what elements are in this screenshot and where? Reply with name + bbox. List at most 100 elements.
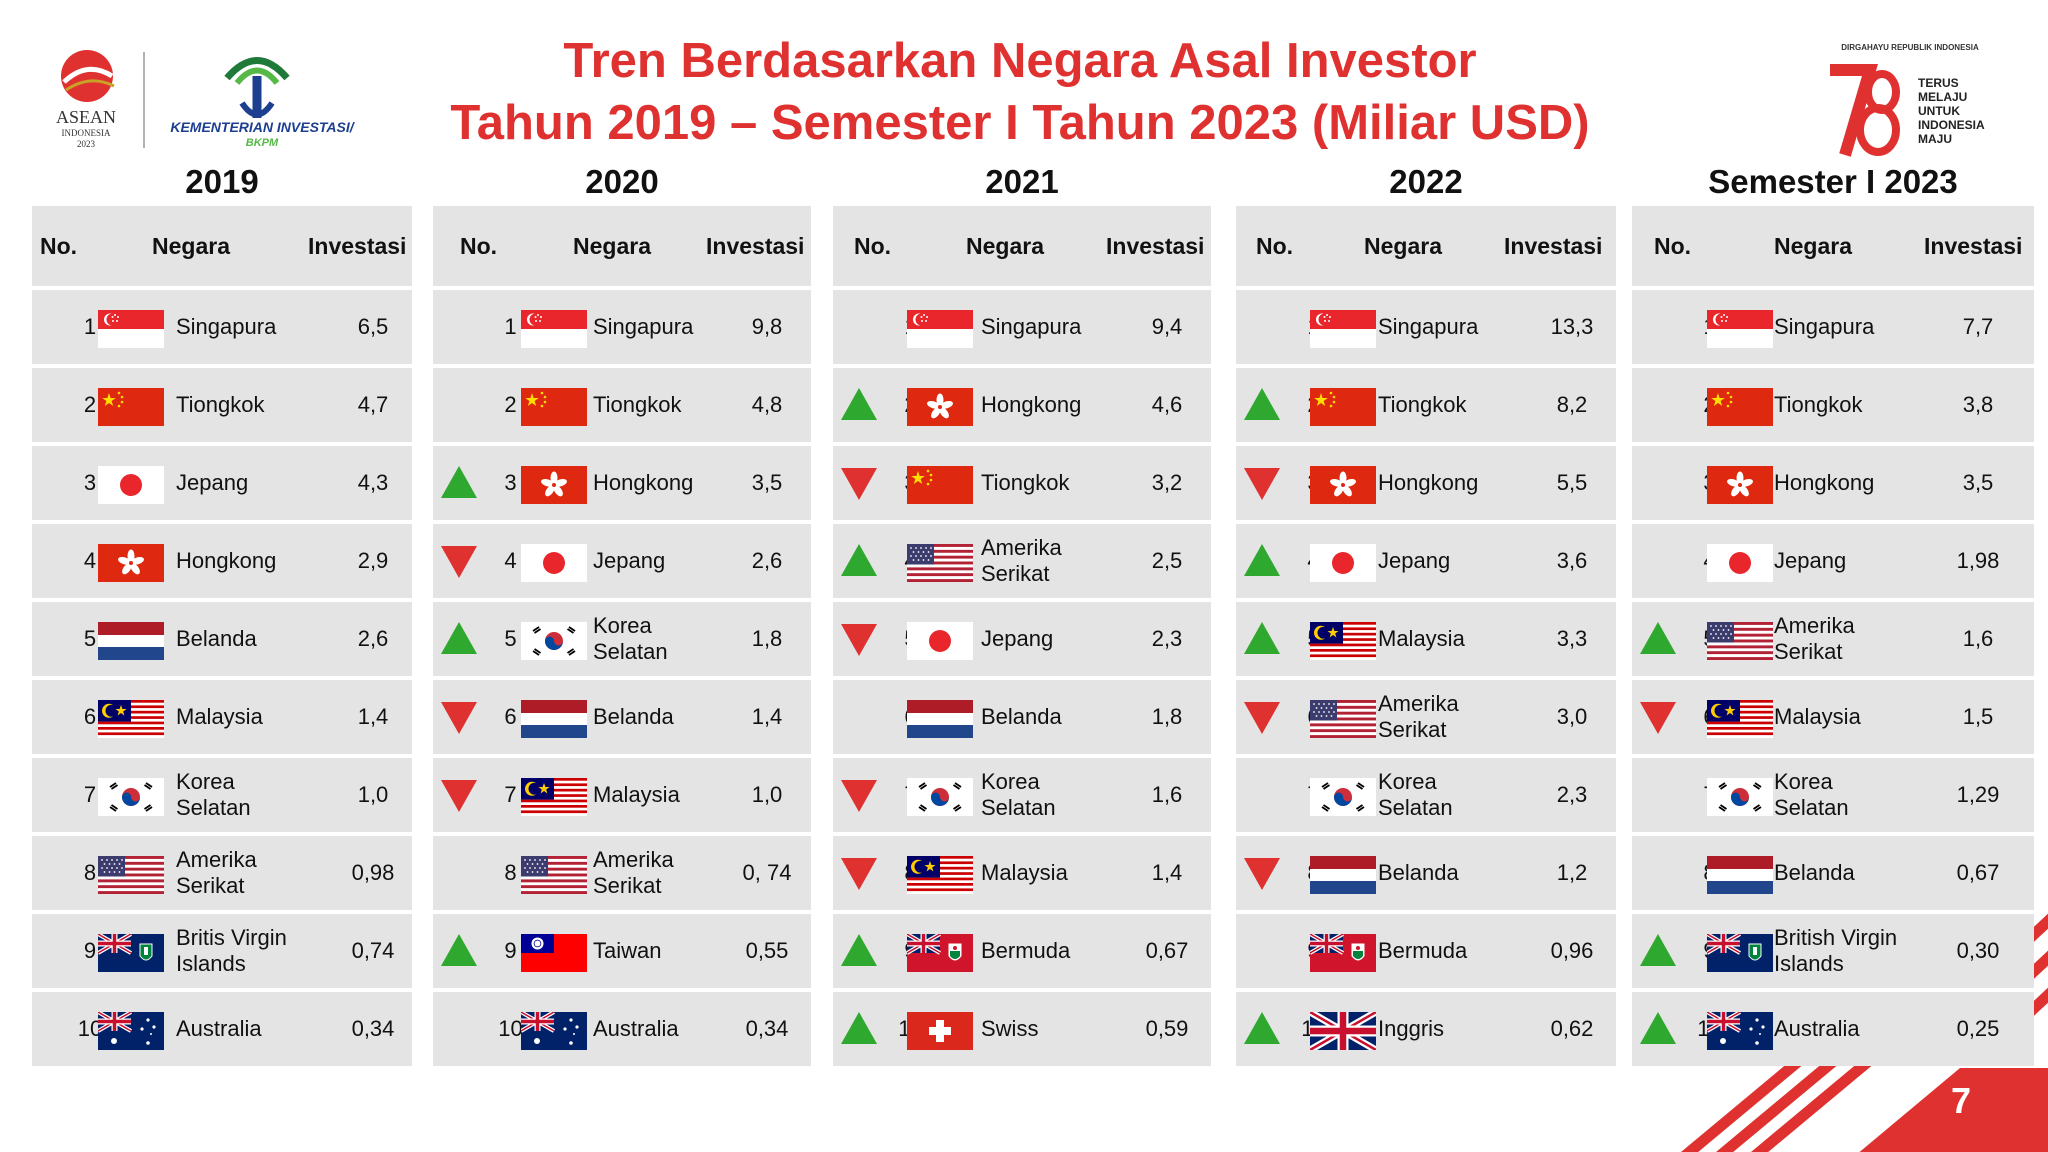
flag-singapore-icon xyxy=(98,310,164,348)
investment-value: 1,5 xyxy=(1962,704,1994,729)
table-row: 5 Belanda 2,6 xyxy=(32,602,412,676)
investment-value: 0,55 xyxy=(745,938,789,963)
table-row: 1 Singapura 7,7 xyxy=(1632,290,2034,364)
flag-china-icon xyxy=(98,388,164,426)
country-name-line: Korea xyxy=(981,769,1040,794)
rank-number: 6 xyxy=(504,704,517,729)
country-name-line: Jepang xyxy=(1378,548,1451,573)
table-row: 2 Tiongkok 4,7 xyxy=(32,368,412,442)
country-name-line: Hongkong xyxy=(981,392,1082,417)
country-name: Belanda xyxy=(1774,836,1855,910)
rank-down-triangle-icon xyxy=(1244,468,1280,500)
rank-number: 2 xyxy=(504,392,517,417)
country-name: Malaysia xyxy=(1774,680,1861,754)
flag-netherlands-icon xyxy=(907,700,973,738)
rank-number: 9 xyxy=(83,938,97,963)
country-name-line: Selatan xyxy=(1378,795,1453,820)
table-row: 2 Hongkong 4,6 xyxy=(833,368,1211,442)
table-row: 8 Belanda 1,2 xyxy=(1236,836,1616,910)
table-row: 4 Jepang 3,6 xyxy=(1236,524,1616,598)
rank-down-triangle-icon xyxy=(1244,858,1280,890)
table-row: 3 Hongkong 3,5 xyxy=(433,446,811,520)
rank-number: 5 xyxy=(83,626,97,651)
country-name-line: Serikat xyxy=(176,873,245,898)
country-name-line: Singapura xyxy=(176,314,277,339)
rank-number: 5 xyxy=(504,626,517,651)
country-name: Amerika Serikat xyxy=(1774,602,1855,676)
investment-value: 3,0 xyxy=(1556,704,1588,729)
header-negara: Negara xyxy=(1364,233,1442,259)
panel-year: Semester I 2023 xyxy=(1708,163,1958,200)
flag-usa-icon xyxy=(98,856,164,895)
table-row: 5 Korea Selatan 1,8 xyxy=(433,602,811,676)
investment-value: 3,5 xyxy=(751,470,783,495)
country-name-line: Belanda xyxy=(1378,860,1459,885)
rank-up-triangle-icon xyxy=(1640,934,1676,966)
country-name-line: Amerika xyxy=(1378,691,1459,716)
flag-netherlands-icon xyxy=(98,622,164,660)
investment-value: 0,96 xyxy=(1550,938,1594,963)
country-name: Amerika Serikat xyxy=(593,836,674,910)
header-investasi: Investasi xyxy=(1504,233,1603,259)
rank-down-triangle-icon xyxy=(441,702,477,734)
flag-hongkong-icon xyxy=(98,544,164,582)
investment-value: 0,67 xyxy=(1956,860,2000,885)
flag-korea-icon xyxy=(1707,778,1773,816)
header-investasi: Investasi xyxy=(706,233,805,259)
country-name: Singapura xyxy=(593,290,693,364)
flag-japan-icon xyxy=(1707,544,1773,582)
country-name-line: Singapura xyxy=(1774,314,1875,339)
hut-ri-78-logo: DIRGAHAYU REPUBLIK INDONESIA TERUS MELAJ… xyxy=(1820,40,2020,170)
country-name: Swiss xyxy=(981,992,1038,1066)
flag-usa-icon xyxy=(1707,622,1773,661)
header-investasi: Investasi xyxy=(1924,233,2023,259)
investment-value: 0, 74 xyxy=(742,860,792,885)
table-row: 7 Malaysia 1,0 xyxy=(433,758,811,832)
header-investasi: Investasi xyxy=(1106,233,1205,259)
country-name-line: Belanda xyxy=(1774,860,1855,885)
country-name-line: Korea xyxy=(593,613,652,638)
country-name-line: Selatan xyxy=(176,795,251,820)
investment-value: 0,34 xyxy=(351,1016,395,1041)
country-name: Belanda xyxy=(176,602,257,676)
country-name-line: Amerika xyxy=(981,535,1062,560)
flag-malaysia-icon xyxy=(98,700,164,738)
table-row: 1 Singapura 6,5 xyxy=(32,290,412,364)
rank-down-triangle-icon xyxy=(841,780,877,812)
rank-up-triangle-icon xyxy=(1640,1012,1676,1044)
rank-number: 1 xyxy=(83,314,97,339)
investment-value: 0,74 xyxy=(351,938,395,963)
country-name-line: Belanda xyxy=(593,704,674,729)
flag-australia-icon xyxy=(1706,1010,1773,1050)
flag-china-icon xyxy=(1310,388,1376,426)
asean-sub: INDONESIA xyxy=(62,128,111,138)
table-row: 10 Inggris 0,62 xyxy=(1236,992,1616,1066)
country-name-line: Malaysia xyxy=(593,782,680,807)
hut-text-3: UNTUK xyxy=(1918,104,1960,118)
country-name: Jepang xyxy=(593,524,665,598)
flag-malaysia-icon xyxy=(907,856,973,894)
country-name: Korea Selatan xyxy=(176,758,251,832)
investment-value: 1,6 xyxy=(1151,782,1183,807)
country-name-line: Hongkong xyxy=(1378,470,1479,495)
asean-label: ASEAN xyxy=(56,107,116,127)
country-name: Malaysia xyxy=(593,758,680,832)
rank-number: 6 xyxy=(83,704,97,729)
investment-value: 0,62 xyxy=(1550,1016,1594,1041)
investment-value: 4,7 xyxy=(357,392,389,417)
country-name: Bermuda xyxy=(981,914,1070,988)
logo-group-left: ASEAN INDONESIA 2023 KEMENTERIAN INVESTA… xyxy=(52,48,362,153)
country-name: Jepang xyxy=(176,446,248,520)
country-name: Amerika Serikat xyxy=(176,836,257,910)
country-name: Malaysia xyxy=(176,680,263,754)
country-name-line: Bermuda xyxy=(1378,938,1468,963)
flag-malaysia-icon xyxy=(1310,622,1376,660)
country-name: Singapura xyxy=(1378,290,1478,364)
country-name-line: Malaysia xyxy=(981,860,1068,885)
table-row: 10 Australia 0,25 xyxy=(1632,992,2034,1066)
investment-value: 3,8 xyxy=(1962,392,1994,417)
header-no: No. xyxy=(1654,233,1692,259)
flag-australia-icon xyxy=(520,1010,587,1050)
